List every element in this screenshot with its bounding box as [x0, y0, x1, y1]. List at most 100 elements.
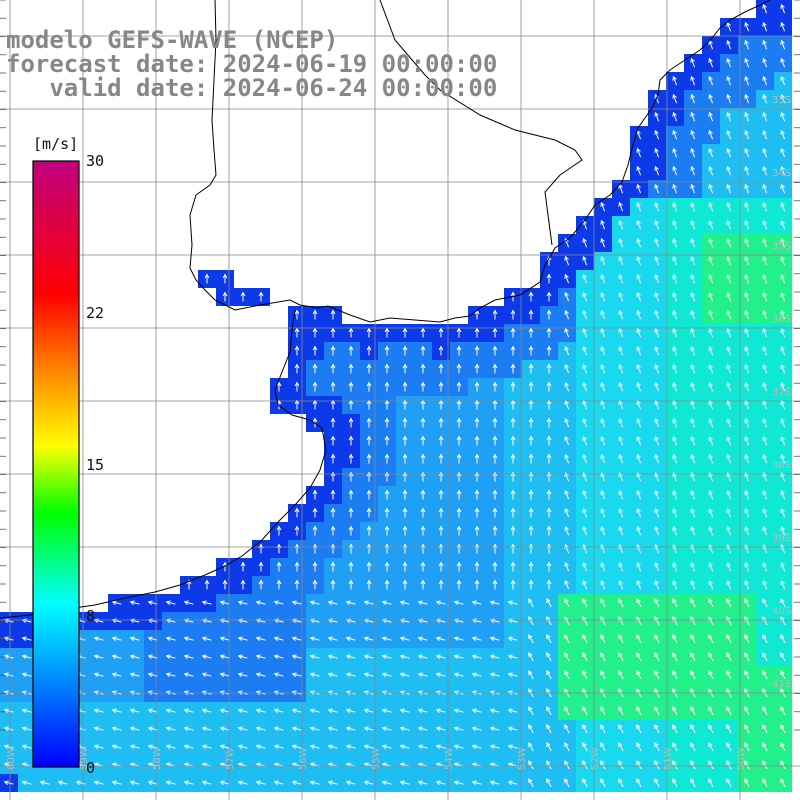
wind-arrow-shaft: [690, 256, 696, 266]
wind-arrow: [762, 543, 768, 554]
wind-arrow: [672, 363, 678, 374]
wind-arrow-shaft: [654, 202, 660, 212]
wind-arrow-shaft: [672, 130, 678, 140]
wind-arrow: [636, 724, 642, 734]
wind-arrow-head: [276, 579, 282, 585]
wind-arrow: [780, 724, 786, 734]
wind-arrow-head: [474, 435, 480, 441]
wind-arrow: [600, 598, 606, 608]
wind-arrow: [492, 399, 498, 410]
wind-arrow: [654, 670, 660, 680]
wind-arrow-head: [690, 183, 695, 189]
wind-arrow-head: [93, 672, 99, 677]
wind-arrow-head: [327, 672, 333, 677]
wind-arrow-shaft: [744, 544, 750, 554]
wind-arrow-head: [402, 453, 408, 459]
wind-arrow: [546, 579, 552, 590]
wind-arrow: [762, 706, 768, 716]
wind-arrow-shaft: [708, 724, 714, 734]
wind-arrow-head: [471, 726, 477, 731]
wind-arrow: [510, 489, 516, 500]
wind-arrow-head: [744, 688, 749, 694]
wind-arrow-head: [744, 742, 749, 748]
wind-arrow: [600, 219, 606, 230]
wind-arrow-shaft: [4, 637, 14, 641]
wind-arrow: [399, 672, 410, 677]
wind-arrow-head: [276, 525, 282, 531]
wind-arrow-head: [564, 579, 569, 585]
wind-arrow-shaft: [762, 346, 768, 356]
wind-arrow: [330, 579, 336, 590]
wind-arrow: [21, 726, 32, 731]
wind-arrow-head: [384, 399, 390, 405]
wind-arrow: [654, 345, 660, 356]
wind-arrow-shaft: [690, 148, 696, 158]
wind-arrow: [672, 760, 678, 770]
wind-arrow: [654, 706, 660, 716]
wind-arrow: [528, 453, 534, 464]
wind-arrow: [381, 636, 392, 641]
wind-arrow: [618, 579, 624, 590]
colorbar-tick-30: 30: [86, 152, 104, 170]
wind-arrow: [636, 165, 642, 176]
wind-arrow: [780, 561, 786, 572]
wind-arrow: [726, 417, 732, 428]
wind-arrow-shaft: [762, 508, 768, 518]
wind-arrow-head: [672, 579, 677, 585]
wind-arrow-head: [546, 724, 551, 730]
wind-arrow: [690, 435, 696, 446]
wind-arrow-shaft: [762, 742, 768, 752]
wind-arrow: [564, 507, 570, 518]
wind-arrow-head: [618, 525, 623, 531]
wind-arrow: [348, 363, 354, 374]
wind-arrow-head: [582, 345, 587, 351]
wind-arrow-shaft: [238, 637, 248, 641]
wind-arrow: [420, 561, 426, 572]
wind-arrow-head: [672, 471, 677, 477]
wind-arrow: [489, 744, 500, 749]
wind-arrow: [636, 345, 642, 356]
wind-arrow-head: [402, 435, 408, 441]
wind-arrow-head: [600, 309, 605, 315]
wind-arrow-head: [546, 507, 552, 513]
wind-arrow: [708, 381, 714, 392]
wind-arrow-head: [564, 255, 569, 261]
wind-arrow-head: [726, 525, 731, 531]
wind-arrow-head: [129, 726, 135, 731]
wind-arrow: [618, 435, 624, 446]
wind-arrow-head: [399, 744, 405, 749]
wind-arrow-shaft: [636, 724, 642, 734]
wind-arrow-head: [93, 726, 99, 731]
wind-arrow: [399, 780, 410, 785]
wind-arrow: [417, 744, 428, 749]
wind-arrow: [456, 435, 462, 446]
wind-arrow-head: [726, 183, 731, 189]
wind-arrow: [564, 453, 570, 464]
wind-arrow: [726, 75, 732, 86]
wind-arrow: [690, 57, 696, 68]
wind-arrow: [654, 543, 660, 554]
wind-arrow: [93, 726, 104, 731]
wind-arrow-shaft: [418, 727, 428, 731]
wind-arrow-head: [201, 780, 207, 785]
wind-arrow: [330, 525, 336, 536]
wind-arrow-head: [744, 579, 749, 585]
wind-arrow: [762, 381, 768, 392]
wind-arrow-shaft: [564, 778, 570, 788]
wind-arrow-head: [672, 435, 677, 441]
wind-arrow-head: [708, 543, 713, 549]
wind-arrow: [474, 561, 480, 572]
wind-arrow-shaft: [744, 706, 750, 716]
wind-arrow-shaft: [184, 673, 194, 677]
wind-arrow-shaft: [726, 382, 732, 392]
wind-arrow: [294, 327, 300, 338]
wind-arrow: [780, 129, 786, 140]
wind-arrow: [672, 327, 678, 338]
wind-arrow: [672, 183, 678, 194]
wind-arrow-shaft: [672, 184, 678, 194]
wind-arrow-shaft: [690, 580, 696, 590]
wind-arrow-head: [582, 634, 587, 640]
wind-arrow: [201, 600, 212, 605]
wind-arrow-head: [582, 435, 587, 441]
wind-arrow: [366, 525, 372, 536]
